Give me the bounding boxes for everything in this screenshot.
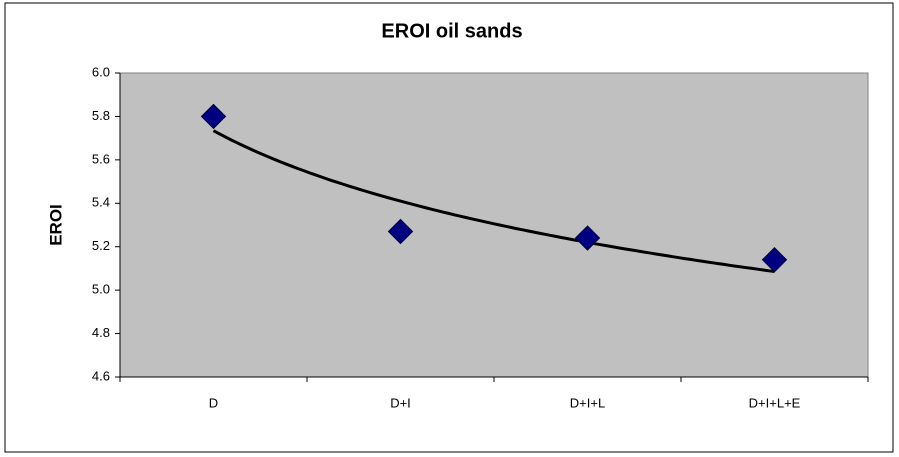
y-axis-label: EROI — [46, 204, 65, 246]
x-tick-label: D+I — [390, 395, 411, 410]
y-tick-label: 6.0 — [92, 64, 110, 79]
marker — [200, 103, 227, 130]
x-tick-label: D+I+L+E — [749, 395, 801, 410]
marker — [574, 225, 601, 251]
y-tick-label: 5.0 — [92, 282, 110, 297]
y-tick-label: 4.8 — [92, 325, 110, 340]
y-tick-label: 4.6 — [92, 368, 110, 383]
marker — [761, 247, 788, 273]
x-tick-label: D — [209, 395, 218, 410]
y-tick-label: 5.4 — [92, 195, 110, 210]
x-tick-label: D+I+L — [570, 395, 605, 410]
y-tick-label: 5.8 — [92, 108, 110, 123]
y-tick-label: 5.6 — [92, 151, 110, 166]
trendline — [212, 129, 775, 273]
marker — [387, 218, 414, 245]
y-tick-label: 5.2 — [92, 238, 110, 253]
chart-title: EROI oil sands — [381, 20, 522, 42]
